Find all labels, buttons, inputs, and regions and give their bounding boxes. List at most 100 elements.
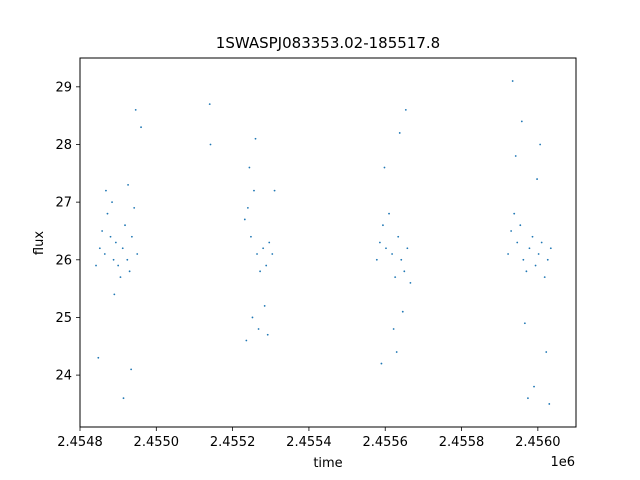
data-point: [522, 258, 525, 261]
data-point: [103, 253, 106, 255]
data-point: [391, 253, 393, 255]
data-point: [126, 258, 129, 261]
chart-title: 1SWASPJ083353.02-185517.8: [216, 34, 440, 52]
data-point: [540, 241, 543, 244]
data-point: [105, 189, 107, 192]
data-point: [257, 328, 260, 330]
x-tick-label: 2.4554: [286, 435, 332, 450]
data-point: [401, 310, 404, 313]
data-point: [536, 178, 538, 180]
data-point: [513, 212, 516, 215]
data-point: [263, 305, 266, 307]
data-point: [533, 385, 535, 388]
y-tick-label: 25: [55, 311, 72, 326]
data-point: [378, 241, 381, 244]
data-point: [545, 351, 548, 353]
data-point: [398, 132, 401, 134]
data-point: [537, 253, 540, 255]
data-point: [403, 270, 406, 273]
data-point: [406, 247, 409, 250]
x-tick-label: 2.4558: [439, 435, 485, 450]
data-point: [385, 247, 387, 250]
x-axis-ticks: 2.4548 2.4550 2.4552 2.4554 2.4556 2.4558 2.45…: [57, 427, 561, 450]
data-point: [130, 368, 133, 371]
y-tick-label: 28: [55, 138, 72, 153]
y-axis-ticks: 24 25 26 27 28 29: [55, 80, 80, 384]
data-point: [539, 143, 542, 146]
data-point: [106, 212, 109, 215]
data-point: [98, 247, 101, 250]
data-point: [140, 126, 142, 129]
data-point: [520, 120, 523, 123]
data-point: [549, 247, 552, 250]
data-point: [400, 258, 403, 261]
data-point: [254, 137, 257, 140]
data-point: [109, 235, 112, 238]
data-point: [514, 155, 517, 157]
data-point: [119, 276, 122, 278]
plot-frame: [79, 57, 577, 428]
data-point: [392, 328, 395, 330]
data-point: [124, 224, 126, 227]
data-point: [266, 333, 269, 336]
data-point: [273, 189, 276, 192]
data-point: [97, 356, 100, 359]
data-point: [527, 397, 529, 400]
data-point: [271, 253, 274, 255]
data-point: [95, 264, 97, 267]
data-point: [543, 276, 546, 278]
data-point: [531, 235, 534, 238]
data-point: [133, 207, 136, 209]
data-point: [519, 224, 522, 227]
data-point: [265, 264, 268, 267]
y-tick-label: 29: [55, 80, 72, 95]
data-point: [253, 189, 255, 192]
data-point: [525, 270, 528, 273]
x-tick-label: 2.4552: [210, 435, 256, 450]
data-points: [95, 80, 552, 405]
data-point: [528, 247, 531, 250]
data-point: [394, 276, 397, 278]
data-point: [121, 247, 124, 250]
data-point: [245, 339, 248, 342]
data-point: [516, 241, 519, 244]
data-point: [101, 230, 104, 232]
data-point: [136, 253, 139, 255]
data-point: [268, 241, 271, 244]
data-point: [113, 293, 116, 296]
data-point: [388, 212, 390, 215]
x-offset-label: 1e6: [550, 455, 575, 470]
data-point: [511, 80, 514, 82]
data-point: [404, 108, 407, 111]
data-point: [134, 108, 137, 111]
data-point: [250, 235, 252, 238]
data-point: [262, 247, 265, 250]
data-point: [380, 362, 383, 365]
data-point: [111, 201, 113, 204]
x-tick-label: 2.4560: [515, 435, 561, 450]
x-tick-label: 2.4550: [134, 435, 180, 450]
data-point: [209, 143, 212, 146]
data-point: [395, 351, 398, 353]
x-axis-label: time: [313, 456, 342, 471]
data-point: [375, 258, 378, 261]
x-tick-label: 2.4548: [57, 435, 103, 450]
data-point: [128, 270, 131, 273]
data-point: [409, 281, 412, 284]
data-point: [397, 235, 400, 238]
data-point: [114, 241, 117, 244]
data-point: [259, 270, 261, 273]
y-axis-label: flux: [32, 231, 47, 255]
data-point: [382, 224, 384, 227]
data-point: [251, 316, 254, 319]
data-point: [383, 166, 386, 169]
data-point: [507, 253, 509, 255]
data-point: [534, 264, 537, 267]
data-point: [246, 207, 249, 209]
data-point: [523, 322, 526, 325]
data-point: [130, 235, 133, 238]
y-tick-label: 26: [55, 253, 72, 268]
data-point: [122, 397, 125, 400]
